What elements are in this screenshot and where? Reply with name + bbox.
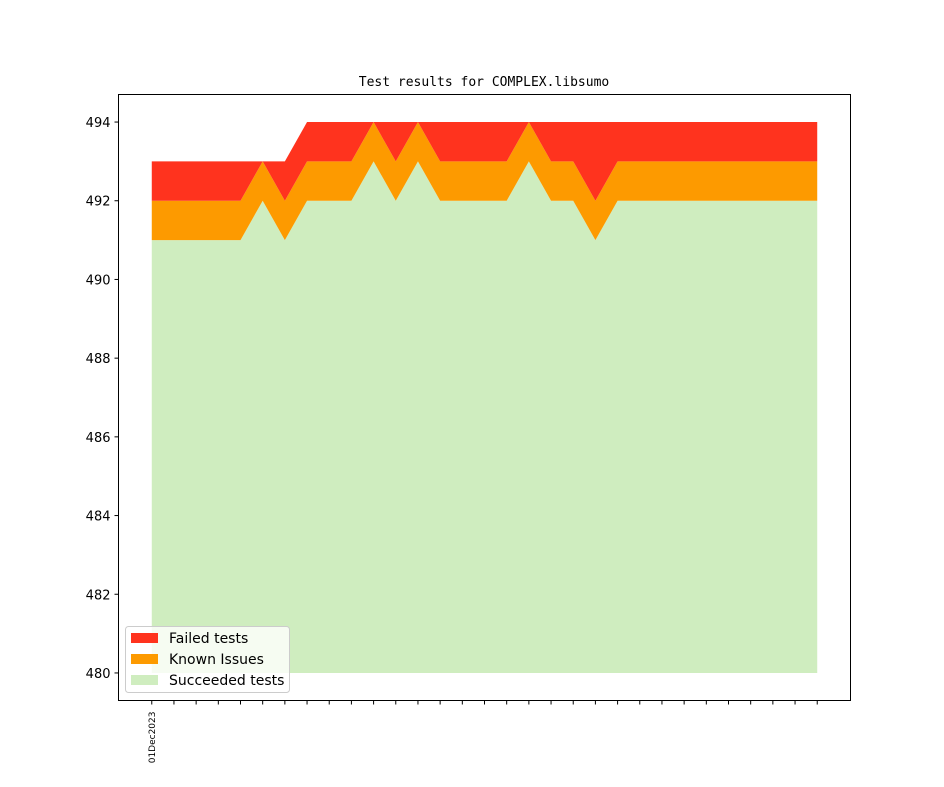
- y-tick-label: 488: [86, 352, 111, 367]
- y-tick-label: 486: [86, 431, 111, 446]
- area-failed-tests: [151, 122, 818, 201]
- legend: Failed tests Known Issues Succeeded tests: [125, 626, 290, 693]
- x-tick-label: 01Dec2023: [148, 712, 158, 764]
- y-tick-label: 480: [86, 667, 111, 682]
- legend-box: [125, 626, 290, 693]
- y-tick-label: 484: [86, 510, 111, 525]
- chart-title: Test results for COMPLEX.libsumo: [359, 75, 609, 90]
- legend-swatch: [131, 654, 158, 664]
- area-succeeded-tests: [151, 161, 818, 673]
- legend-label: Succeeded tests: [169, 673, 284, 689]
- y-tick-label: 490: [86, 273, 111, 288]
- legend-label: Failed tests: [169, 631, 248, 647]
- y-tick-label: 492: [86, 195, 111, 210]
- legend-label: Known Issues: [169, 652, 264, 668]
- area-known-issues: [151, 122, 818, 241]
- legend-swatch: [131, 675, 158, 685]
- y-tick-label: 494: [86, 116, 111, 131]
- y-tick-label: 482: [86, 588, 111, 603]
- legend-swatch: [131, 633, 158, 643]
